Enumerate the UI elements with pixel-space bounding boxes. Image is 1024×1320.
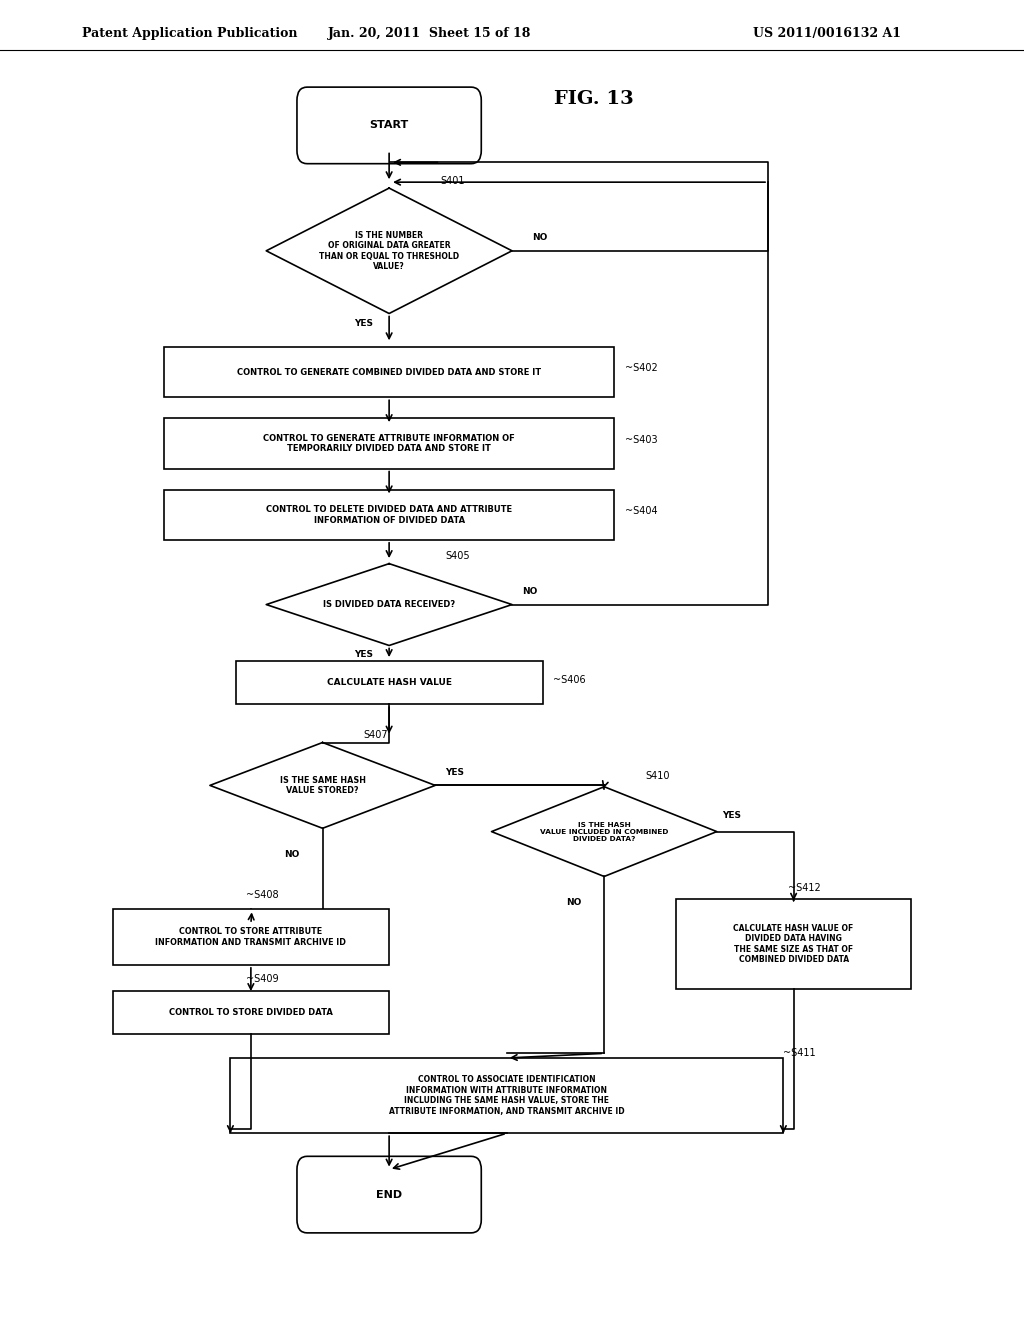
Text: IS THE SAME HASH
VALUE STORED?: IS THE SAME HASH VALUE STORED?	[280, 776, 366, 795]
Text: YES: YES	[445, 768, 465, 776]
Text: IS DIVIDED DATA RECEIVED?: IS DIVIDED DATA RECEIVED?	[323, 601, 456, 609]
Text: NO: NO	[532, 234, 548, 242]
Text: ~S408: ~S408	[246, 890, 279, 900]
FancyBboxPatch shape	[113, 991, 389, 1034]
Text: Jan. 20, 2011  Sheet 15 of 18: Jan. 20, 2011 Sheet 15 of 18	[329, 26, 531, 40]
Polygon shape	[266, 187, 512, 313]
Text: S407: S407	[364, 730, 388, 741]
FancyBboxPatch shape	[236, 661, 543, 705]
FancyBboxPatch shape	[164, 418, 614, 469]
Text: NO: NO	[284, 850, 300, 859]
Text: YES: YES	[722, 812, 741, 820]
Text: IS THE NUMBER
OF ORIGINAL DATA GREATER
THAN OR EQUAL TO THRESHOLD
VALUE?: IS THE NUMBER OF ORIGINAL DATA GREATER T…	[319, 231, 459, 271]
FancyBboxPatch shape	[164, 490, 614, 540]
Polygon shape	[210, 742, 435, 829]
Text: S410: S410	[645, 771, 670, 781]
Text: ~S406: ~S406	[553, 675, 586, 685]
FancyBboxPatch shape	[113, 909, 389, 965]
Text: ~S411: ~S411	[783, 1048, 816, 1059]
Text: S401: S401	[440, 176, 465, 186]
Text: END: END	[376, 1189, 402, 1200]
Text: US 2011/0016132 A1: US 2011/0016132 A1	[753, 26, 901, 40]
Text: ~S412: ~S412	[788, 883, 821, 894]
Polygon shape	[492, 787, 717, 876]
Text: YES: YES	[354, 319, 373, 327]
Text: CONTROL TO GENERATE COMBINED DIVIDED DATA AND STORE IT: CONTROL TO GENERATE COMBINED DIVIDED DAT…	[238, 368, 541, 376]
Text: ~S409: ~S409	[246, 974, 279, 985]
Text: ~S403: ~S403	[625, 434, 657, 445]
Text: S405: S405	[445, 550, 470, 561]
Text: CONTROL TO GENERATE ATTRIBUTE INFORMATION OF
TEMPORARILY DIVIDED DATA AND STORE : CONTROL TO GENERATE ATTRIBUTE INFORMATIO…	[263, 434, 515, 453]
Text: CONTROL TO STORE DIVIDED DATA: CONTROL TO STORE DIVIDED DATA	[169, 1008, 333, 1016]
Text: CONTROL TO DELETE DIVIDED DATA AND ATTRIBUTE
INFORMATION OF DIVIDED DATA: CONTROL TO DELETE DIVIDED DATA AND ATTRI…	[266, 506, 512, 524]
Text: CALCULATE HASH VALUE: CALCULATE HASH VALUE	[327, 678, 452, 686]
Text: START: START	[370, 120, 409, 131]
Text: NO: NO	[522, 587, 538, 595]
FancyBboxPatch shape	[230, 1059, 783, 1133]
FancyBboxPatch shape	[297, 87, 481, 164]
Text: NO: NO	[565, 899, 582, 907]
FancyBboxPatch shape	[676, 899, 911, 989]
FancyBboxPatch shape	[164, 347, 614, 397]
Text: CONTROL TO STORE ATTRIBUTE
INFORMATION AND TRANSMIT ARCHIVE ID: CONTROL TO STORE ATTRIBUTE INFORMATION A…	[156, 928, 346, 946]
Text: CONTROL TO ASSOCIATE IDENTIFICATION
INFORMATION WITH ATTRIBUTE INFORMATION
INCLU: CONTROL TO ASSOCIATE IDENTIFICATION INFO…	[389, 1076, 625, 1115]
Text: ~S402: ~S402	[625, 363, 657, 374]
Text: FIG. 13: FIG. 13	[554, 90, 634, 108]
Polygon shape	[266, 564, 512, 645]
Text: ~S404: ~S404	[625, 506, 657, 516]
Text: Patent Application Publication: Patent Application Publication	[82, 26, 297, 40]
Text: CALCULATE HASH VALUE OF
DIVIDED DATA HAVING
THE SAME SIZE AS THAT OF
COMBINED DI: CALCULATE HASH VALUE OF DIVIDED DATA HAV…	[733, 924, 854, 964]
Text: YES: YES	[354, 651, 373, 659]
Text: IS THE HASH
VALUE INCLUDED IN COMBINED
DIVIDED DATA?: IS THE HASH VALUE INCLUDED IN COMBINED D…	[540, 821, 669, 842]
FancyBboxPatch shape	[297, 1156, 481, 1233]
